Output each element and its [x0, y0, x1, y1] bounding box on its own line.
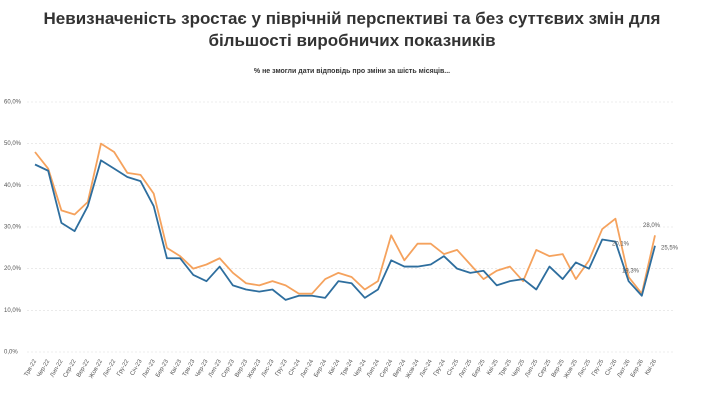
- y-tick-label: 0,0%: [4, 350, 18, 356]
- series-line: [34, 159, 656, 301]
- x-tick-label: Бер-23: [155, 358, 170, 378]
- x-tick-label: Жов-22: [89, 358, 105, 379]
- x-tick-label: Лис-22: [103, 358, 118, 378]
- x-tick-label: Жов-24: [405, 358, 421, 379]
- x-tick-label: Кві-23: [170, 358, 184, 376]
- x-tick-label: Бер-26: [630, 358, 645, 378]
- x-tick-label: Кві-25: [486, 358, 500, 376]
- x-tick-label: Кві-26: [645, 358, 659, 376]
- x-tick-label: Лис-25: [577, 358, 592, 378]
- x-tick-label: Кві-24: [328, 358, 342, 376]
- data-label: 28,0%: [643, 223, 661, 229]
- x-tick-label: Бер-25: [472, 358, 487, 378]
- x-tick-label: Бер-24: [313, 358, 328, 378]
- x-tick-label: Лис-23: [261, 358, 276, 378]
- series-line: [34, 142, 656, 295]
- y-tick-label: 50,0%: [4, 141, 22, 147]
- x-tick-label: Лис-24: [419, 358, 434, 378]
- y-tick-label: 20,0%: [4, 266, 22, 272]
- chart-title: Невизначеність зростає у піврічній персп…: [43, 9, 661, 50]
- data-label: 25,5%: [661, 245, 679, 251]
- y-tick-label: 40,0%: [4, 183, 22, 189]
- annotation: 20,1%: [612, 242, 630, 248]
- chart-subtitle: % не змогли дати відповідь про зміни за …: [253, 68, 451, 75]
- y-tick-label: 30,0%: [4, 225, 22, 231]
- y-tick-label: 10,0%: [4, 308, 22, 314]
- annotation: 19,3%: [622, 269, 640, 275]
- y-tick-label: 60,0%: [4, 100, 22, 106]
- x-tick-label: Жов-25: [563, 358, 579, 379]
- x-tick-label: Жов-23: [247, 358, 263, 379]
